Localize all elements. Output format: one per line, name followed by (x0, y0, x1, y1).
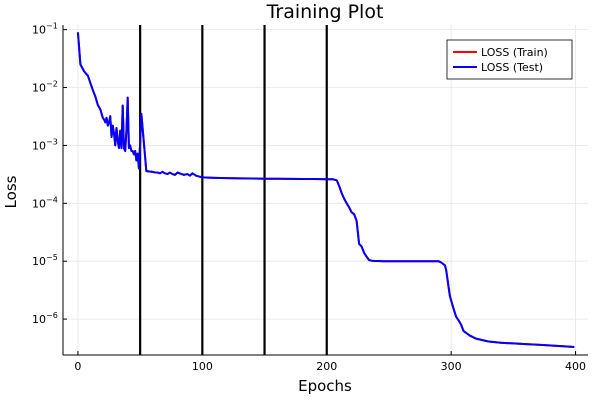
series-lines (76, 32, 575, 348)
y-tick-label: 10−3 (32, 137, 58, 152)
y-ticks: 10−6 10−5 10−4 10−3 10−2 10−1 (32, 22, 67, 326)
x-axis-title: Epochs (298, 377, 352, 395)
y-tick-label: 10−1 (32, 22, 58, 37)
y-tick-label: 10−5 (32, 253, 58, 268)
legend-label: LOSS (Train) (481, 46, 548, 59)
y-tick-label: 10−2 (32, 80, 58, 95)
x-tick-label: 300 (441, 360, 462, 373)
x-tick-label: 100 (192, 360, 213, 373)
plot-axes (62, 25, 588, 356)
y-tick-label: 10−4 (32, 195, 58, 210)
chart-title: Training Plot (266, 1, 384, 23)
vertical-markers (139, 25, 328, 355)
x-tick-label: 200 (316, 360, 337, 373)
y-axis-title: Loss (2, 175, 20, 208)
legend-box (446, 39, 573, 80)
x-tick-label: 400 (565, 360, 586, 373)
legend: LOSS (Train) LOSS (Test) (446, 39, 573, 80)
x-tick-label: 0 (74, 360, 81, 373)
y-tick-label: 10−6 (32, 311, 58, 326)
series-line (76, 32, 575, 348)
legend-label: LOSS (Test) (481, 61, 543, 74)
x-ticks: 0 100 200 300 400 (74, 351, 586, 373)
